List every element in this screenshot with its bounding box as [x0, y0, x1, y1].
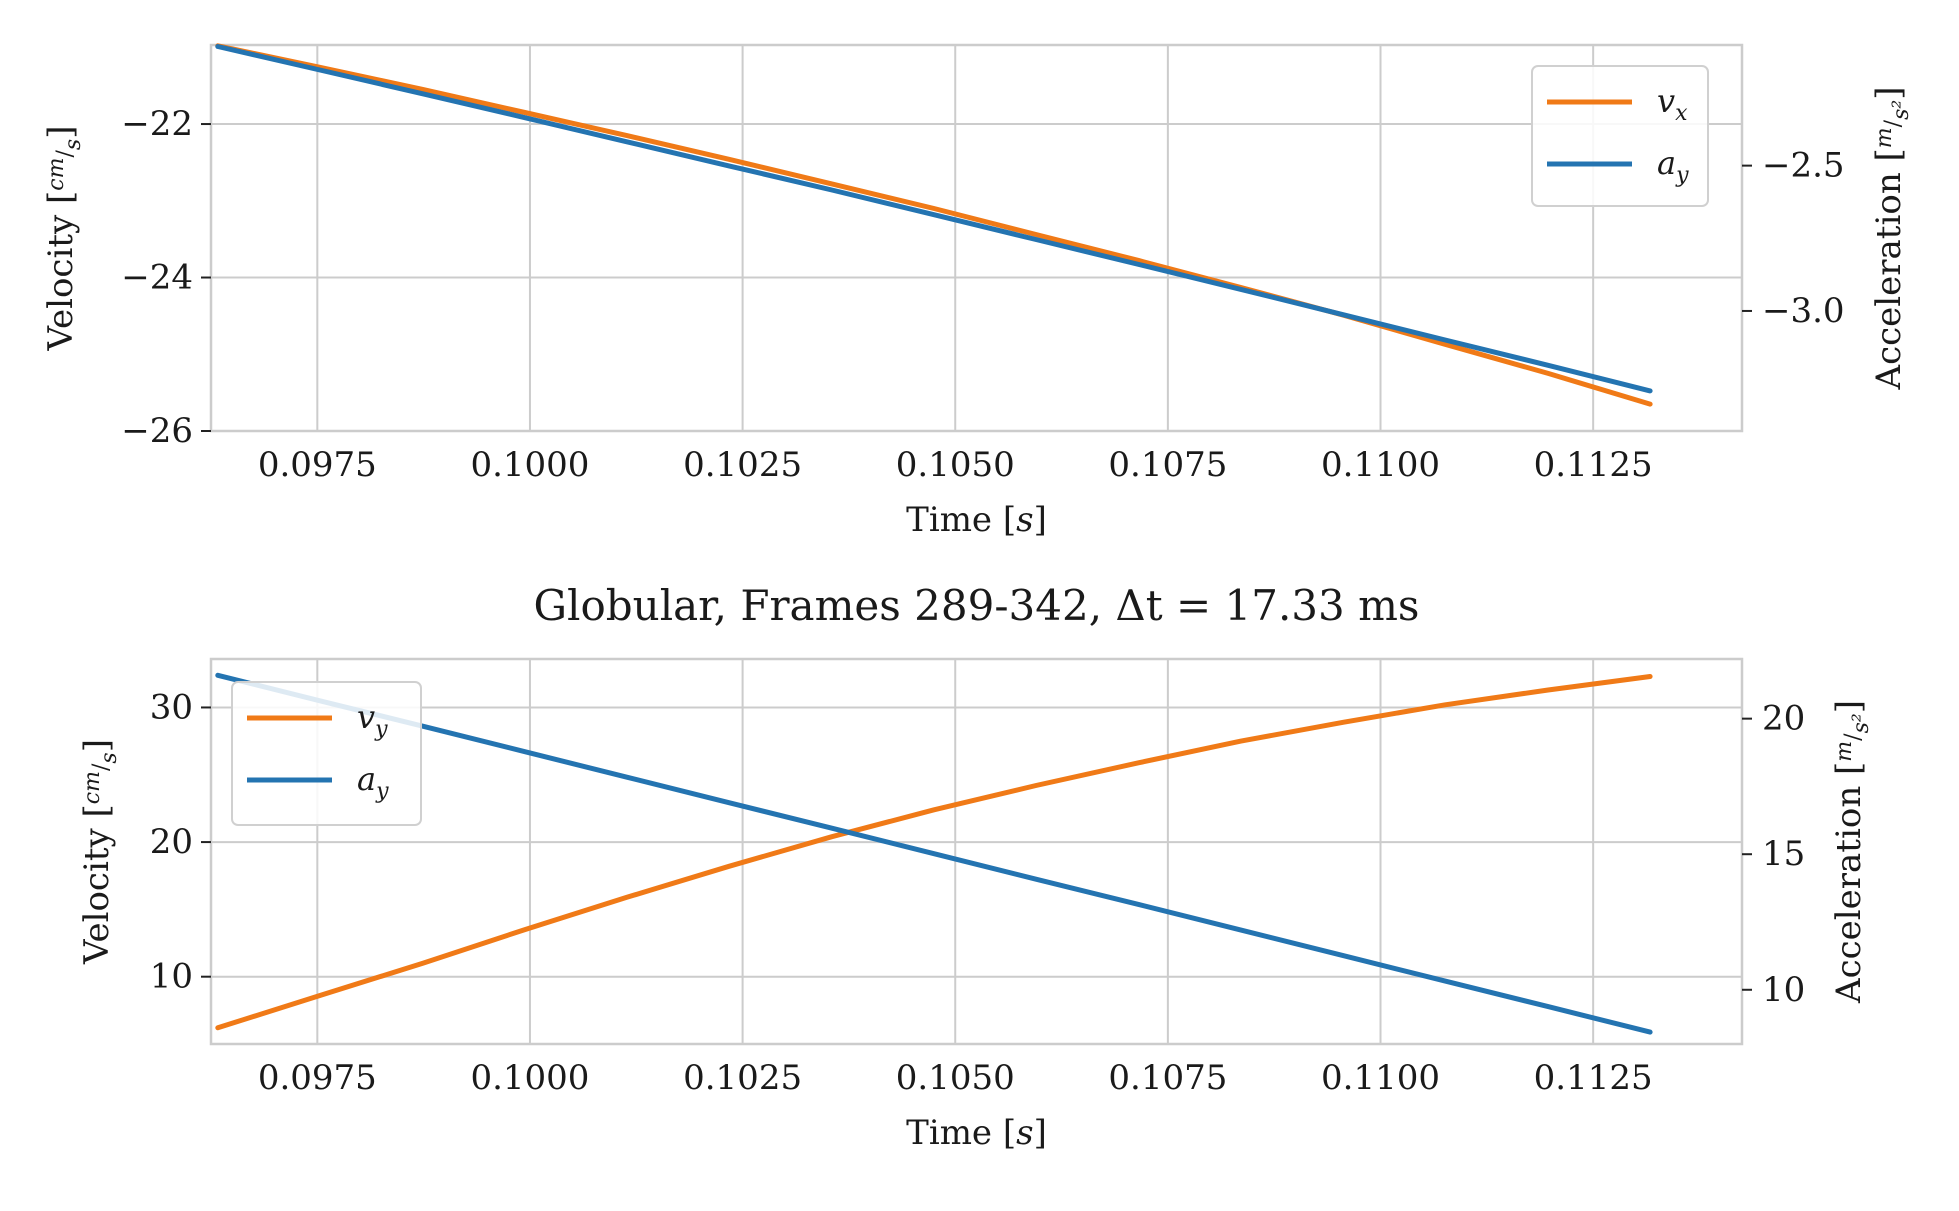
right-y-tick-label: 20 [1762, 699, 1805, 739]
left-y-tick-label: −24 [121, 258, 193, 298]
right-y-axis-label: Acceleration [m/s²] [1829, 700, 1874, 1004]
right-y-tick-label: 15 [1762, 834, 1805, 874]
right-y-tick-label: −2.5 [1762, 146, 1845, 186]
left-y-tick-label: −26 [121, 411, 193, 451]
plot-frame [209, 657, 1744, 1046]
x-tick-label: 0.1050 [896, 1058, 1015, 1098]
x-tick-label: 0.1050 [896, 445, 1015, 485]
svg-text:Velocity [cm/s]: Velocity [cm/s] [41, 126, 86, 352]
x-axis-label: Time [s] [906, 500, 1047, 540]
x-tick-label: 0.1100 [1321, 1058, 1440, 1098]
left-y-axis-label: Velocity [cm/s] [77, 739, 122, 965]
legend-label: vy [357, 698, 388, 742]
plot-frame [209, 43, 1744, 433]
x-tick-label: 0.1025 [683, 445, 802, 485]
left-y-tick-label: 10 [150, 957, 193, 997]
series-line-a-y [215, 44, 1653, 394]
svg-text:Velocity [cm/s]: Velocity [cm/s] [77, 739, 122, 965]
left-y-axis-label: Velocity [cm/s] [41, 126, 86, 352]
series-line-a-y [215, 672, 1653, 1035]
top-chart-panel: 0.0975 0.1000 0.1025 0.1050 0.1075 0.1100 0.11… [41, 43, 1914, 540]
right-y-tick-label: −3.0 [1762, 291, 1845, 331]
x-tick-label: 0.1000 [470, 1058, 589, 1098]
left-y-tick-label: 20 [150, 822, 193, 862]
series-line-v-y [215, 674, 1653, 1031]
right-y-tick-label: 10 [1762, 970, 1805, 1010]
x-tick-label: 0.1000 [470, 445, 589, 485]
svg-text:Acceleration [m/s²]: Acceleration [m/s²] [1869, 87, 1914, 391]
right-y-axis-label: Acceleration [m/s²] [1869, 87, 1914, 391]
left-y-tick-label: −22 [121, 104, 193, 144]
x-tick-label: 0.0975 [258, 445, 377, 485]
x-tick-label: 0.1075 [1108, 445, 1227, 485]
legend-label: ay [357, 760, 389, 804]
x-axis-label: Time [s] [906, 1113, 1047, 1153]
bottom-chart-panel: 0.0975 0.1000 0.1025 0.1050 0.1075 0.1100 0.11… [77, 581, 1874, 1153]
series-line-v-x [215, 43, 1653, 407]
x-tick-label: 0.1100 [1321, 445, 1440, 485]
legend: vx ay [1531, 65, 1709, 207]
svg-text:Acceleration [m/s²]: Acceleration [m/s²] [1829, 700, 1874, 1004]
legend-box [231, 681, 422, 826]
x-tick-label: 0.0975 [258, 1058, 377, 1098]
x-tick-label: 0.1125 [1534, 1058, 1653, 1098]
legend: vy ay [231, 681, 422, 826]
x-tick-label: 0.1025 [683, 1058, 802, 1098]
x-tick-label: 0.1125 [1534, 445, 1653, 485]
chart-title: Globular, Frames 289-342, Δt = 17.33 ms [534, 581, 1420, 630]
legend-label: ay [1657, 144, 1689, 188]
legend-label: vx [1657, 82, 1688, 126]
x-tick-label: 0.1075 [1108, 1058, 1227, 1098]
left-y-tick-label: 30 [150, 687, 193, 727]
